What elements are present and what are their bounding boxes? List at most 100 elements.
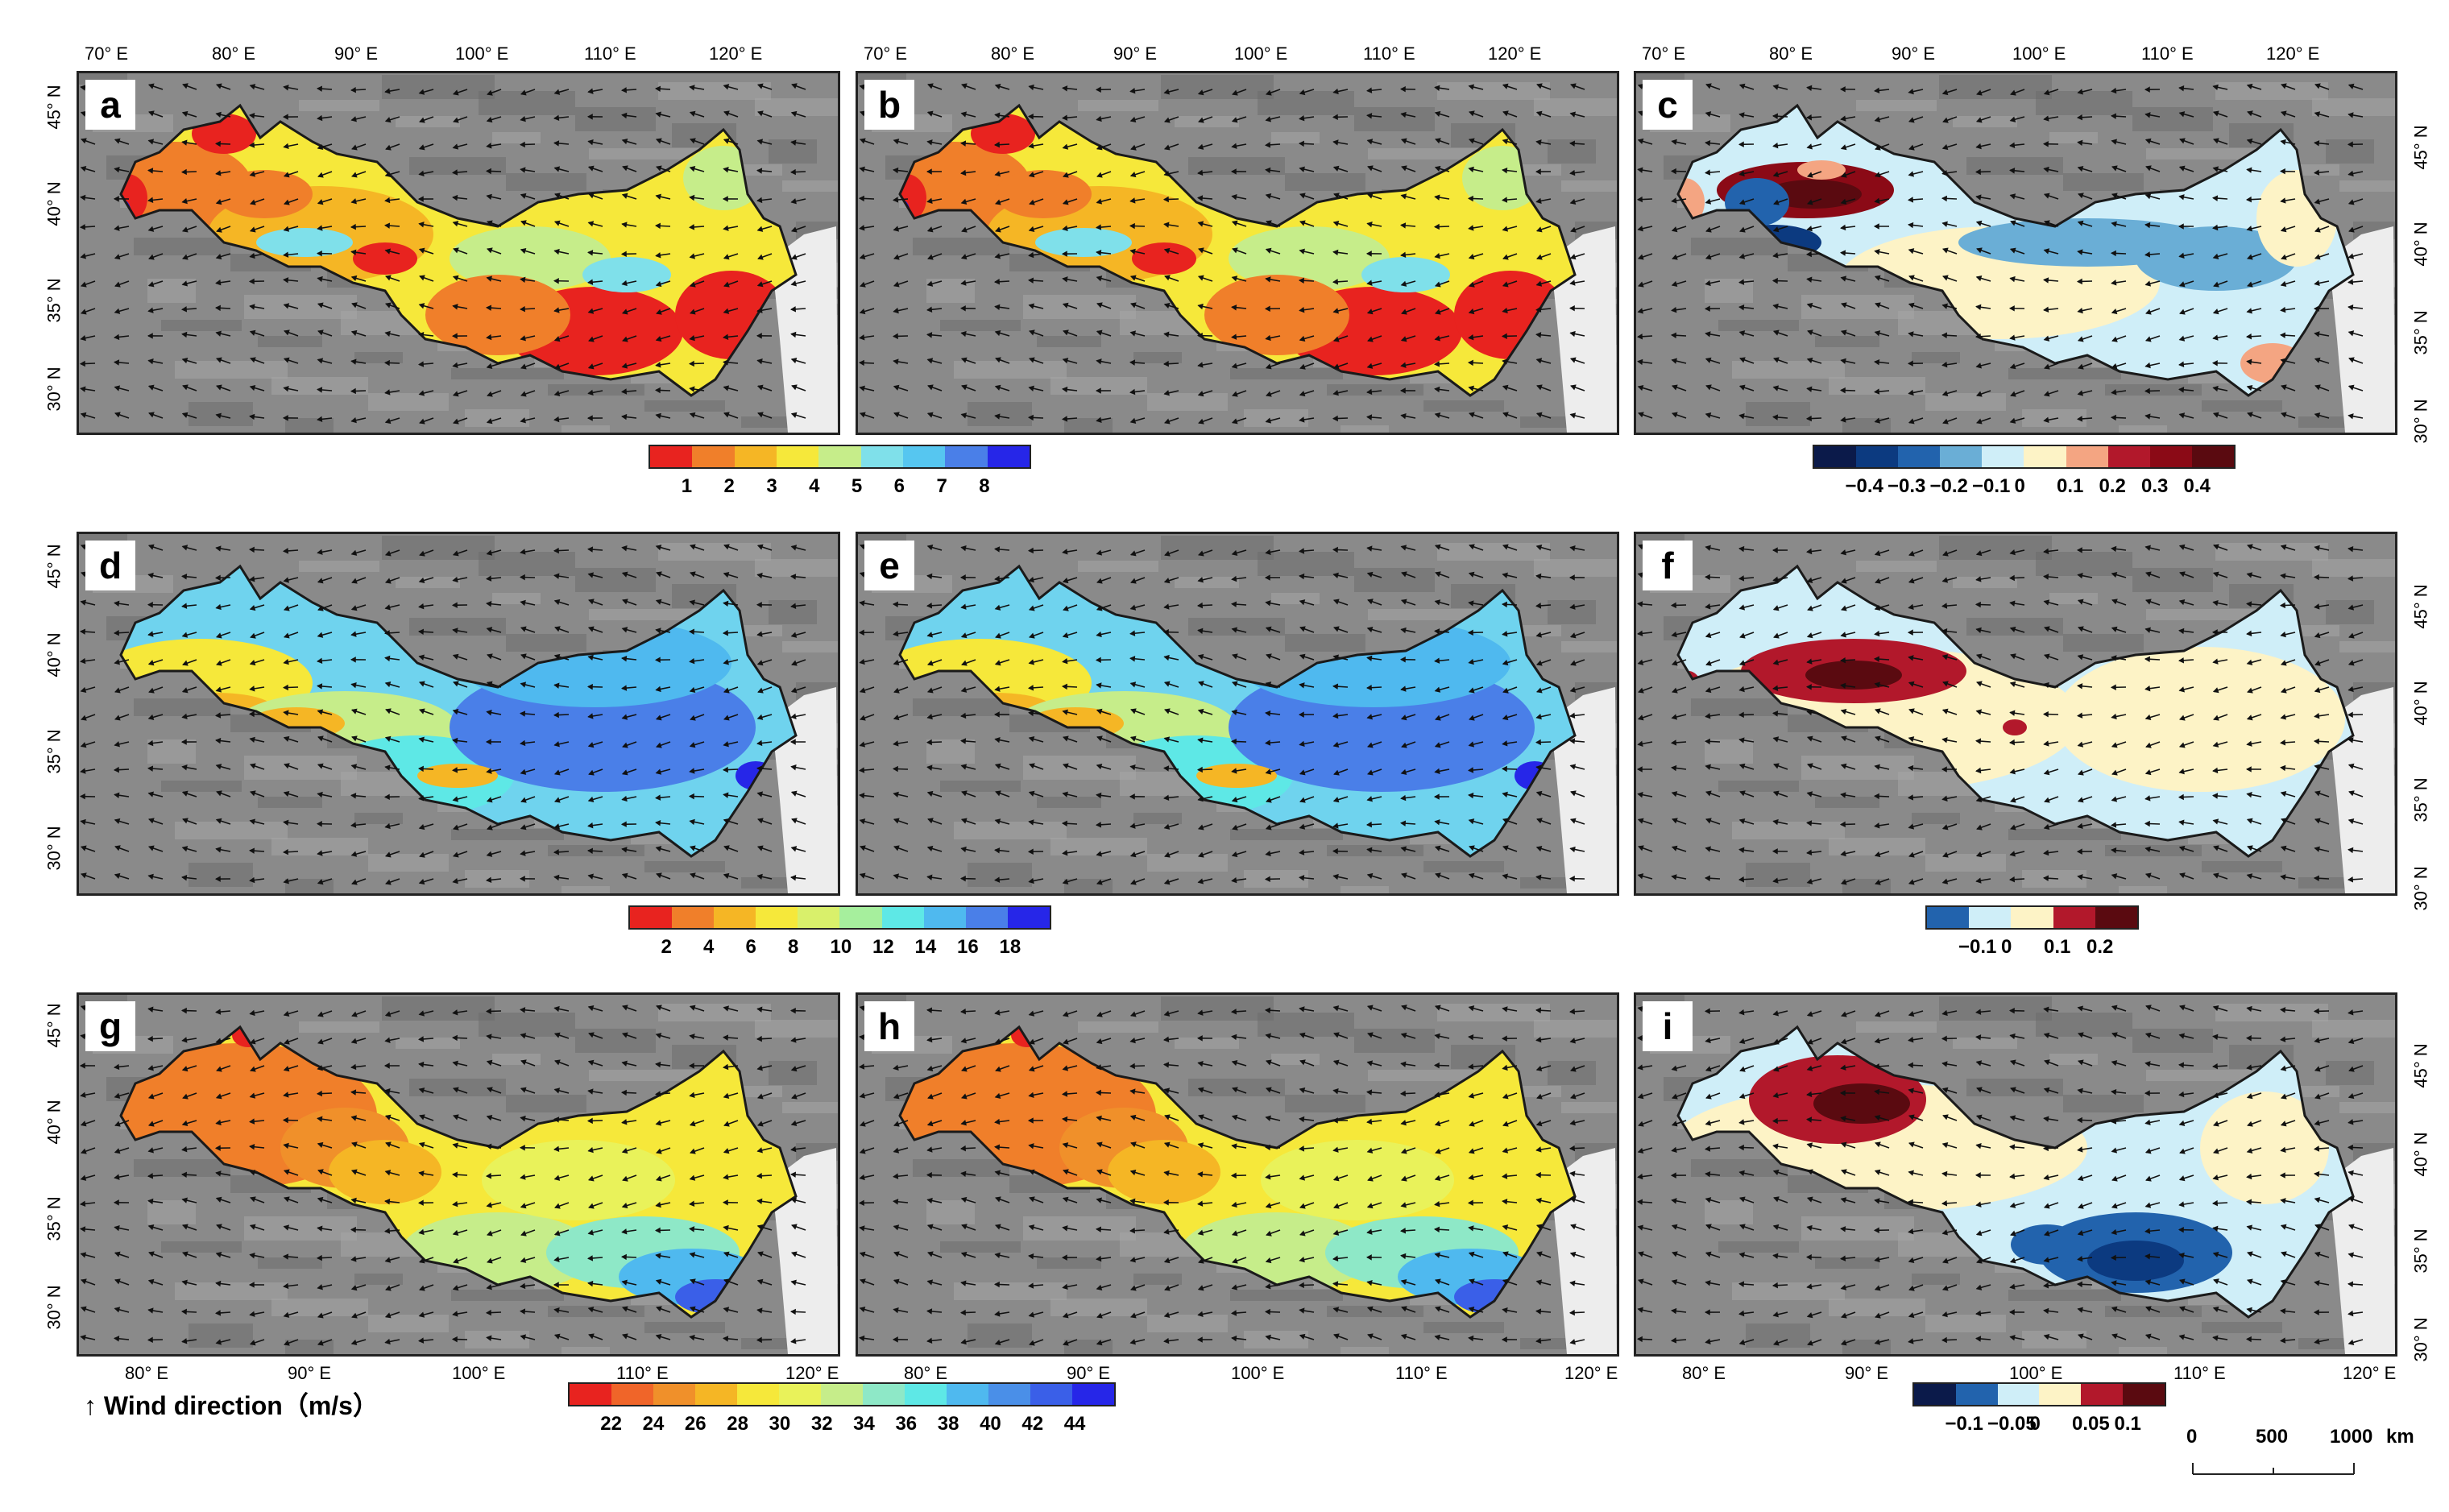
colorbar-cb1-tick-7: 8 [979,475,990,497]
wind-arrows [858,1005,1585,1346]
lon-bottom-p2-2: 100° E [2009,1363,2063,1383]
map-d [79,534,838,893]
colorbar-cb2-swatch-0 [1814,446,1857,467]
lat-right-r1-3: 30° N [2410,399,2431,444]
colorbar-cb5-tick-8: 38 [937,1413,959,1435]
wind-arrows [79,544,806,885]
colorbar-cb5-swatch-2 [653,1384,695,1405]
colorbar-cb2-tick-1: −0.3 [1888,475,1926,497]
colorbar-cb1-swatch-4 [818,446,861,467]
lat-left-r2-0: 45° N [44,544,64,589]
colorbar-cb2-swatch-7 [2107,446,2150,467]
lon-bottom-p1-4: 120° E [1564,1363,1618,1383]
lon-top-p0-0: 70° E [85,43,129,64]
panel-label-b: b [864,80,914,130]
panel-i: i [1634,992,2397,1357]
wind-legend-label: Wind direction（m/s） [103,1391,379,1420]
panel-label-c: c [1643,80,1693,130]
lon-bottom-p1-0: 80° E [904,1363,948,1383]
colorbar-cb2 [1813,445,2236,469]
colorbar-cb1-swatch-1 [692,446,735,467]
colorbar-cb3-swatch-4 [798,907,840,928]
colorbar-cb6-tick-1: −0.05 [1987,1413,2037,1435]
colorbar-cb2-swatch-6 [2066,446,2108,467]
lat-left-r2-3: 30° N [44,826,64,871]
lon-bottom-p0-0: 80° E [125,1363,169,1383]
colorbar-cb5-swatch-12 [1072,1384,1114,1405]
lat-left-r3-3: 30° N [44,1285,64,1330]
colorbar-cb3-tick-3: 8 [788,936,799,958]
colorbar-cb6-swatch-4 [2081,1384,2124,1405]
lon-bottom-p2-4: 120° E [2343,1363,2397,1383]
colorbar-cb1-tick-6: 7 [936,475,947,497]
colorbar-cb4-tick-2: 0.1 [2044,936,2071,958]
colorbar-cb4-swatch-3 [2053,907,2095,928]
lat-right-r2-0: 45° N [2410,584,2431,629]
lat-left-r3-1: 40° N [44,1100,64,1145]
lon-bottom-p0-4: 120° E [785,1363,839,1383]
colorbar-cb5-swatch-10 [988,1384,1030,1405]
colorbar-cb5-swatch-11 [1030,1384,1072,1405]
colorbar-cb6-swatch-0 [1914,1384,1956,1405]
wind-arrows [1636,83,2364,425]
lon-bottom-p0-2: 100° E [452,1363,506,1383]
map-e [858,534,1617,893]
colorbar-cb4-swatch-4 [2095,907,2138,928]
colorbar-cb1-swatch-2 [734,446,777,467]
wind-arrows [79,1005,806,1346]
colorbar-cb2-tick-4: 0 [2014,475,2025,497]
colorbar-cb6 [1912,1382,2166,1406]
region-outline [1676,564,2355,858]
lon-top-p0-3: 100° E [455,43,509,64]
scale-500: 500 [2256,1426,2289,1448]
colorbar-cb3-swatch-2 [714,907,756,928]
colorbar-cb5-tick-0: 22 [600,1413,622,1435]
colorbar-cb5-tick-6: 34 [853,1413,875,1435]
map-h [858,995,1617,1354]
colorbar-cb5-swatch-6 [821,1384,863,1405]
colorbar-cb5-tick-7: 36 [895,1413,918,1435]
colorbar-cb3-tick-5: 12 [872,936,894,958]
lat-right-r3-1: 40° N [2410,1132,2431,1177]
colorbar-cb3-tick-8: 18 [999,936,1021,958]
lon-bottom-p1-1: 90° E [1067,1363,1111,1383]
colorbar-cb3-swatch-6 [881,907,924,928]
scale-0: 0 [2186,1426,2198,1448]
colorbar-cb2-tick-6: 0.2 [2099,475,2126,497]
colorbar-cb2-tick-3: −0.1 [1972,475,2011,497]
colorbar-cb1-swatch-7 [945,446,988,467]
region-outline [119,564,798,858]
panel-e: e [856,532,1619,896]
colorbar-cb1-tick-5: 6 [893,475,905,497]
lon-bottom-p2-1: 90° E [1845,1363,1889,1383]
lat-right-r2-2: 35° N [2410,777,2431,822]
colorbar-cb5-swatch-7 [863,1384,905,1405]
region-outline [898,103,1577,397]
region-outline [119,1025,798,1319]
lat-left-r2-2: 35° N [44,729,64,774]
colorbar-cb3-swatch-5 [839,907,882,928]
colorbar-cb2-tick-5: 0.1 [2057,475,2084,497]
map-a [79,73,838,433]
colorbar-cb2-tick-8: 0.4 [2183,475,2211,497]
colorbar-cb2-tick-0: −0.4 [1845,475,1883,497]
lon-bottom-p1-3: 110° E [1395,1363,1448,1383]
lon-top-p0-4: 110° E [584,43,636,64]
colorbar-cb2-swatch-8 [2149,446,2192,467]
lon-top-p1-0: 70° E [864,43,908,64]
lat-right-r3-3: 30° N [2410,1317,2431,1362]
colorbar-cb5-swatch-8 [905,1384,947,1405]
panel-c: c [1634,71,2397,435]
colorbar-cb6-tick-3: 0.05 [2072,1413,2110,1435]
lon-top-p1-5: 120° E [1488,43,1542,64]
wind-arrows [1636,544,2364,885]
wind-arrows [1636,1005,2364,1346]
lat-left-r1-0: 45° N [44,85,64,130]
colorbar-cb1-swatch-5 [860,446,903,467]
wind-arrows [79,83,806,425]
colorbar-cb6-tick-4: 0.1 [2114,1413,2141,1435]
lon-bottom-p2-0: 80° E [1682,1363,1726,1383]
lat-right-r2-1: 40° N [2410,681,2431,726]
colorbar-cb1-swatch-6 [902,446,946,467]
region-outline [1676,1025,2355,1319]
